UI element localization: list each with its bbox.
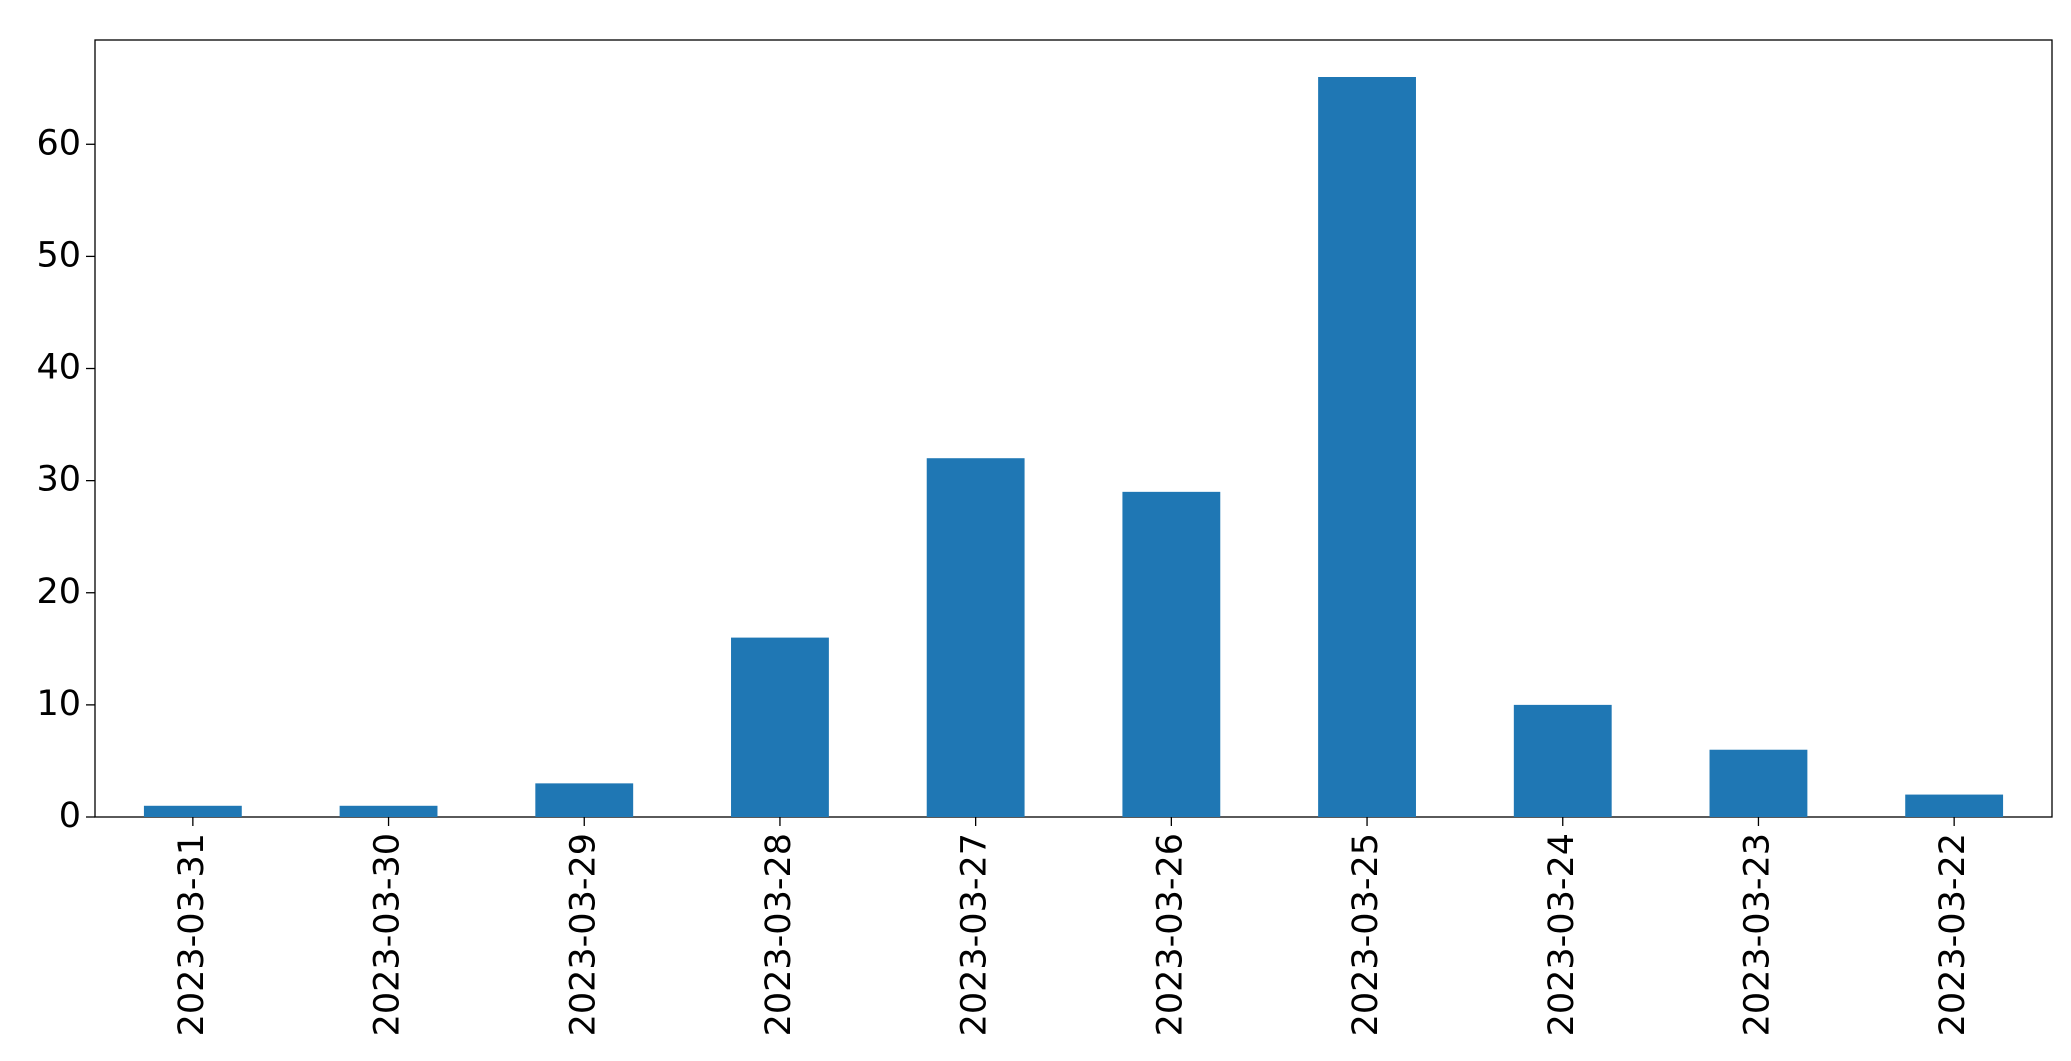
x-tick-label: 2023-03-25	[1346, 833, 1386, 1036]
y-tick-label: 40	[36, 348, 81, 388]
bar	[1709, 749, 1808, 817]
x-tick-label: 2023-03-27	[955, 833, 995, 1036]
y-tick-label: 10	[36, 684, 81, 724]
x-tick-label: 2023-03-29	[563, 833, 603, 1036]
bar	[143, 805, 242, 817]
bar	[535, 783, 634, 817]
x-tick-label: 2023-03-22	[1933, 833, 1973, 1036]
bar	[339, 805, 438, 817]
bar	[1122, 491, 1221, 817]
bar	[1905, 794, 2004, 817]
x-tick-label: 2023-03-28	[759, 833, 799, 1036]
bar	[926, 458, 1025, 817]
x-tick-label: 2023-03-23	[1737, 833, 1777, 1036]
y-tick-label: 0	[59, 796, 81, 836]
y-tick-label: 60	[36, 123, 81, 163]
bar	[731, 637, 829, 817]
x-tick-label: 2023-03-24	[1542, 833, 1582, 1036]
bar	[1513, 704, 1612, 817]
x-tick-label: 2023-03-26	[1150, 833, 1190, 1036]
x-tick-label: 2023-03-30	[368, 833, 408, 1036]
plot-frame	[94, 39, 2053, 818]
y-tick-label: 50	[36, 235, 81, 275]
bar	[1318, 77, 1416, 817]
y-tick-label: 20	[36, 572, 81, 612]
x-tick-label: 2023-03-31	[172, 833, 212, 1036]
y-tick-label: 30	[36, 460, 81, 500]
